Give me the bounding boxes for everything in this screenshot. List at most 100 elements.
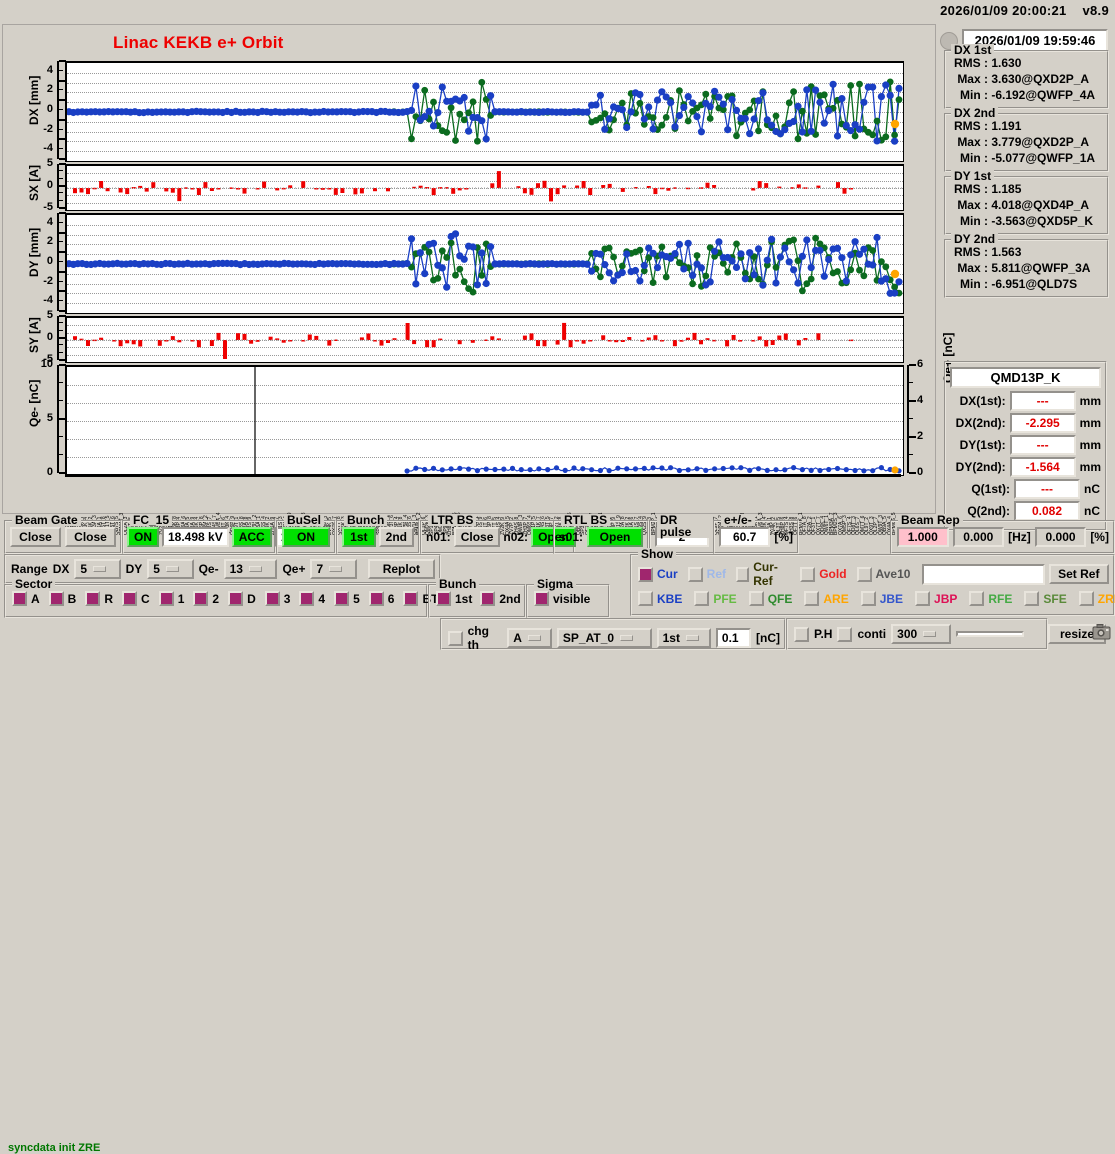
rtl-s01-button[interactable]: Open bbox=[587, 527, 643, 547]
threshold-unit: [nC] bbox=[756, 631, 780, 645]
checkbox-b[interactable] bbox=[48, 591, 64, 606]
plot-qe[interactable] bbox=[65, 365, 904, 476]
show-series-kbe[interactable]: KBE bbox=[638, 591, 682, 606]
checkbox-2nd[interactable] bbox=[480, 591, 496, 606]
checkbox-jbe[interactable] bbox=[860, 591, 876, 606]
resize-button[interactable]: resize bbox=[1048, 624, 1106, 644]
show-item-cur-ref[interactable]: Cur-Ref bbox=[736, 560, 790, 588]
bunch-item-1st[interactable]: 1st bbox=[436, 591, 472, 606]
camera-icon[interactable] bbox=[1092, 622, 1112, 642]
set-ref-button[interactable]: Set Ref bbox=[1048, 564, 1109, 584]
sector-item-2[interactable]: 2 bbox=[193, 591, 219, 606]
show-item-ref[interactable]: Ref bbox=[687, 566, 726, 582]
reference-input[interactable] bbox=[922, 563, 1045, 585]
show-series-qfe[interactable]: QFE bbox=[748, 591, 792, 606]
sector-item-a[interactable]: A bbox=[12, 591, 40, 606]
show-series-jbe[interactable]: JBE bbox=[860, 591, 903, 606]
show-series-zre[interactable]: ZRE bbox=[1078, 591, 1115, 606]
sector-item-4[interactable]: 4 bbox=[299, 591, 325, 606]
checkbox-r[interactable] bbox=[85, 591, 101, 606]
replot-button[interactable]: Replot bbox=[367, 559, 436, 579]
sector-item-3[interactable]: 3 bbox=[264, 591, 290, 606]
plot-sx[interactable] bbox=[65, 164, 904, 211]
chg-th-checkbox[interactable] bbox=[448, 630, 463, 646]
checkbox-cur-ref[interactable] bbox=[736, 566, 750, 582]
fc15-voltage-field[interactable]: 18.498 kV bbox=[162, 527, 229, 547]
steering-bar bbox=[373, 340, 377, 342]
checkbox-zre[interactable] bbox=[1078, 591, 1094, 606]
checkbox-bt[interactable] bbox=[403, 591, 419, 606]
checkbox-visible[interactable] bbox=[534, 591, 549, 606]
sector-item-r[interactable]: R bbox=[85, 591, 113, 606]
checkbox-2[interactable] bbox=[193, 591, 209, 606]
show-item-gold[interactable]: Gold bbox=[800, 566, 847, 582]
epem-field[interactable]: 60.7 bbox=[719, 527, 771, 547]
conti-input[interactable] bbox=[956, 631, 1025, 637]
beam-rep-value-1[interactable]: 1.000 bbox=[897, 527, 949, 547]
checkbox-1st[interactable] bbox=[436, 591, 451, 606]
bunch-1st-button[interactable]: 1st bbox=[342, 527, 376, 547]
checkbox-d[interactable] bbox=[228, 591, 244, 606]
sector-item-c[interactable]: C bbox=[122, 591, 150, 606]
show-series-are[interactable]: ARE bbox=[804, 591, 849, 606]
range-dy-select[interactable]: 5 bbox=[147, 559, 194, 579]
sector-select[interactable]: A bbox=[507, 628, 552, 648]
threshold-input[interactable]: 0.1 bbox=[715, 628, 751, 648]
fc15-on-button[interactable]: ON bbox=[127, 527, 159, 547]
sector-item-bt[interactable]: BT bbox=[403, 591, 438, 606]
busel-on-button[interactable]: ON bbox=[282, 527, 330, 547]
checkbox-pfe[interactable] bbox=[694, 591, 710, 606]
sector-item-1[interactable]: 1 bbox=[158, 591, 184, 606]
checkbox-qfe[interactable] bbox=[748, 591, 764, 606]
conti-checkbox[interactable] bbox=[837, 626, 853, 642]
plot-dx[interactable] bbox=[65, 61, 904, 162]
checkbox-are[interactable] bbox=[804, 591, 820, 606]
checkbox-kbe[interactable] bbox=[638, 591, 653, 606]
checkbox-c[interactable] bbox=[122, 591, 138, 606]
show-item-ave10[interactable]: Ave10 bbox=[856, 566, 910, 582]
checkbox-jbp[interactable] bbox=[915, 591, 931, 606]
beam-gate-button-2[interactable]: Close bbox=[65, 527, 116, 547]
fc15-acc-button[interactable]: ACC bbox=[231, 527, 272, 547]
checkbox-sfe[interactable] bbox=[1024, 591, 1040, 606]
plot-canvas[interactable]: Linac KEKB e+ Orbit 4 2 0 -2 -4 DX [mm] 5 0 -5 SX… bbox=[2, 24, 955, 535]
sector-item-5[interactable]: 5 bbox=[334, 591, 360, 606]
point-2nd bbox=[662, 114, 670, 121]
checkbox-ref[interactable] bbox=[687, 566, 703, 582]
bunch-select[interactable]: 1st bbox=[656, 628, 711, 648]
sector-item-b[interactable]: B bbox=[48, 591, 76, 606]
show-series-pfe[interactable]: PFE bbox=[694, 591, 737, 606]
beam-gate-button-1[interactable]: Close bbox=[10, 527, 61, 547]
sp-select[interactable]: SP_AT_0 bbox=[556, 628, 652, 648]
bunch-2nd-button[interactable]: 2nd bbox=[378, 527, 414, 547]
plot-dy[interactable] bbox=[65, 213, 904, 314]
steering-bar bbox=[646, 186, 651, 188]
range-qep-select[interactable]: 7 bbox=[310, 559, 357, 579]
ltr-n01-button[interactable]: Close bbox=[453, 527, 501, 547]
bunch-item-2nd[interactable]: 2nd bbox=[480, 591, 521, 606]
sector-item-6[interactable]: 6 bbox=[368, 591, 394, 606]
checkbox-ave10[interactable] bbox=[856, 566, 872, 582]
show-series-jbp[interactable]: JBP bbox=[915, 591, 957, 606]
checkbox-1[interactable] bbox=[158, 591, 174, 606]
conti-select[interactable]: 300 bbox=[891, 624, 952, 644]
checkbox-4[interactable] bbox=[299, 591, 315, 606]
checkbox-rfe[interactable] bbox=[969, 591, 985, 606]
point-2nd bbox=[851, 132, 859, 140]
show-series-sfe[interactable]: SFE bbox=[1024, 591, 1067, 606]
checkbox-a[interactable] bbox=[12, 591, 27, 606]
sigma-item-visible[interactable]: visible bbox=[534, 591, 590, 606]
checkbox-cur[interactable] bbox=[638, 566, 653, 582]
range-dx-select[interactable]: 5 bbox=[74, 559, 121, 579]
checkbox-6[interactable] bbox=[368, 591, 384, 606]
checkbox-gold[interactable] bbox=[800, 566, 816, 582]
show-item-cur[interactable]: Cur bbox=[638, 566, 678, 582]
checkbox-5[interactable] bbox=[334, 591, 350, 606]
range-qem-select[interactable]: 13 bbox=[223, 559, 278, 579]
plot-sy[interactable] bbox=[65, 316, 904, 363]
checkbox-3[interactable] bbox=[264, 591, 280, 606]
y-tick-label: 0 bbox=[46, 255, 53, 267]
show-series-rfe[interactable]: RFE bbox=[969, 591, 1012, 606]
ph-checkbox[interactable] bbox=[794, 626, 809, 642]
sector-item-d[interactable]: D bbox=[228, 591, 256, 606]
